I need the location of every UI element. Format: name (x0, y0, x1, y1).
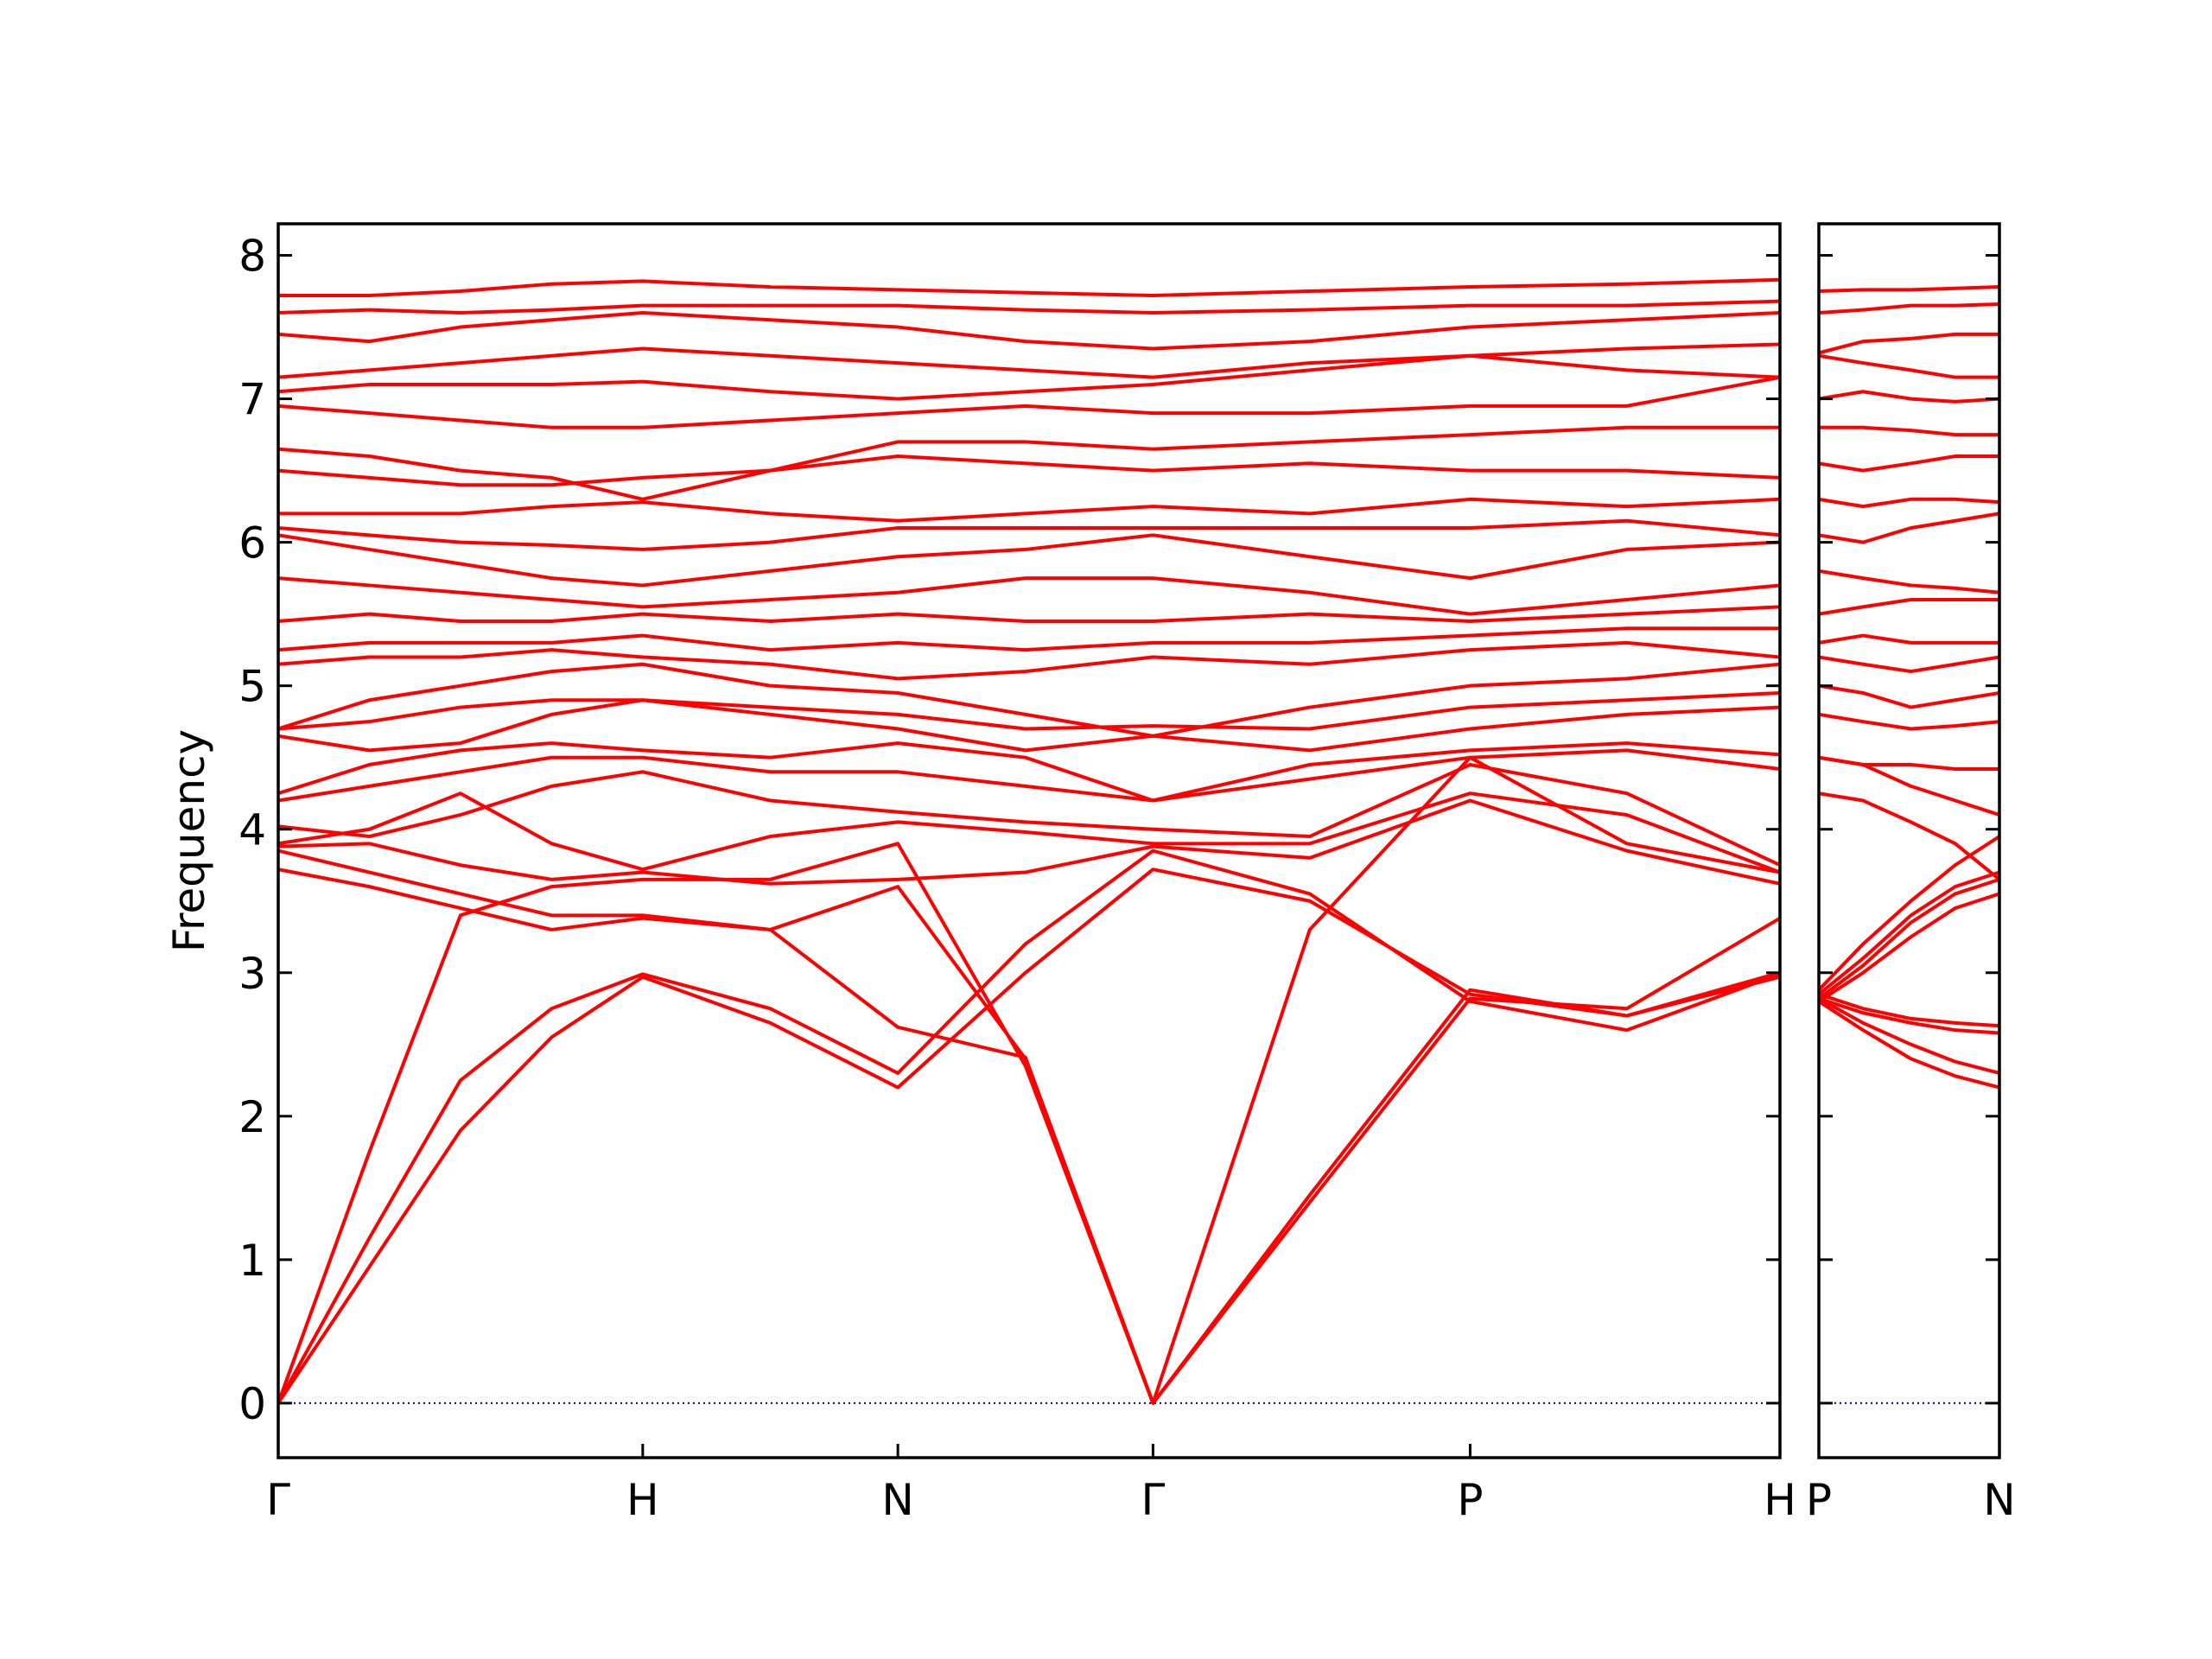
band-line (1819, 390, 1999, 404)
band-line (278, 353, 1780, 401)
band-line (278, 640, 1780, 681)
band-line (278, 533, 1780, 588)
y-tick-label: 5 (238, 662, 266, 712)
y-axis-label: Frequency (164, 729, 214, 952)
band-line (1819, 497, 1999, 509)
band-line (1819, 683, 1999, 709)
band-line (278, 454, 1780, 487)
band-line (278, 310, 1780, 351)
band-line (1819, 992, 1999, 1028)
band-line (1819, 877, 1999, 1001)
band-line (1819, 1000, 1999, 1090)
band-line (1819, 996, 1999, 1075)
band-line (1819, 332, 1999, 355)
x-tick-label: Γ (266, 1475, 290, 1525)
axes-frame (1817, 222, 2001, 1459)
band-line (278, 741, 1780, 803)
band-line (278, 698, 1780, 753)
band-line (278, 755, 1780, 1405)
band-line (1819, 712, 1999, 731)
band-line (1819, 791, 1999, 881)
band-line (278, 748, 1780, 803)
band-line (278, 626, 1780, 652)
x-tick-label: Γ (1141, 1475, 1165, 1525)
plot-area (1819, 285, 1999, 1404)
band-line (278, 497, 1780, 523)
x-tick-label: N (1983, 1475, 2015, 1525)
band-line (278, 299, 1780, 315)
band-line (278, 868, 1780, 1405)
band-line (278, 277, 1780, 298)
band-line (1819, 996, 1999, 1035)
band-line (278, 868, 1780, 1405)
x-tick-label: P (1806, 1475, 1832, 1525)
band-line (1819, 353, 1999, 379)
band-line (1819, 892, 1999, 1003)
band-line (278, 690, 1780, 731)
band-line (1819, 633, 1999, 645)
y-tick-label: 8 (238, 232, 266, 282)
band-line (278, 425, 1780, 501)
band-line (278, 605, 1780, 623)
x-tick-label: P (1457, 1475, 1483, 1525)
band-line (278, 518, 1780, 551)
band-line (1819, 655, 1999, 674)
y-tick-label: 6 (238, 518, 266, 569)
band-line (1819, 285, 1999, 294)
band-line (278, 375, 1780, 429)
y-tick-label: 1 (238, 1236, 266, 1286)
band-line (1819, 870, 1999, 996)
y-tick-label: 0 (238, 1379, 266, 1429)
y-tick-label: 2 (238, 1092, 266, 1142)
band-line (278, 576, 1780, 616)
x-tick-label: N (881, 1475, 913, 1525)
band-line (1819, 598, 1999, 616)
band-line (1819, 569, 1999, 594)
band-line (278, 662, 1780, 738)
y-tick-label: 3 (238, 949, 266, 999)
band-line (278, 798, 1780, 886)
x-tick-label: H (626, 1475, 659, 1525)
x-tick-label: H (1764, 1475, 1796, 1525)
band-line (1819, 755, 1999, 771)
band-line (278, 342, 1780, 379)
y-tick-label: 7 (238, 375, 266, 425)
band-line (278, 849, 1780, 1405)
y-tick-label: 4 (238, 805, 266, 855)
band-line (1819, 302, 1999, 315)
plot-area (278, 277, 1780, 1405)
band-line (278, 763, 1780, 868)
band-line (278, 849, 1780, 1404)
axes-frame (276, 222, 1782, 1459)
band-line (1819, 512, 1999, 544)
band-line (278, 791, 1780, 874)
band-line (1819, 454, 1999, 473)
band-line (1819, 425, 1999, 437)
